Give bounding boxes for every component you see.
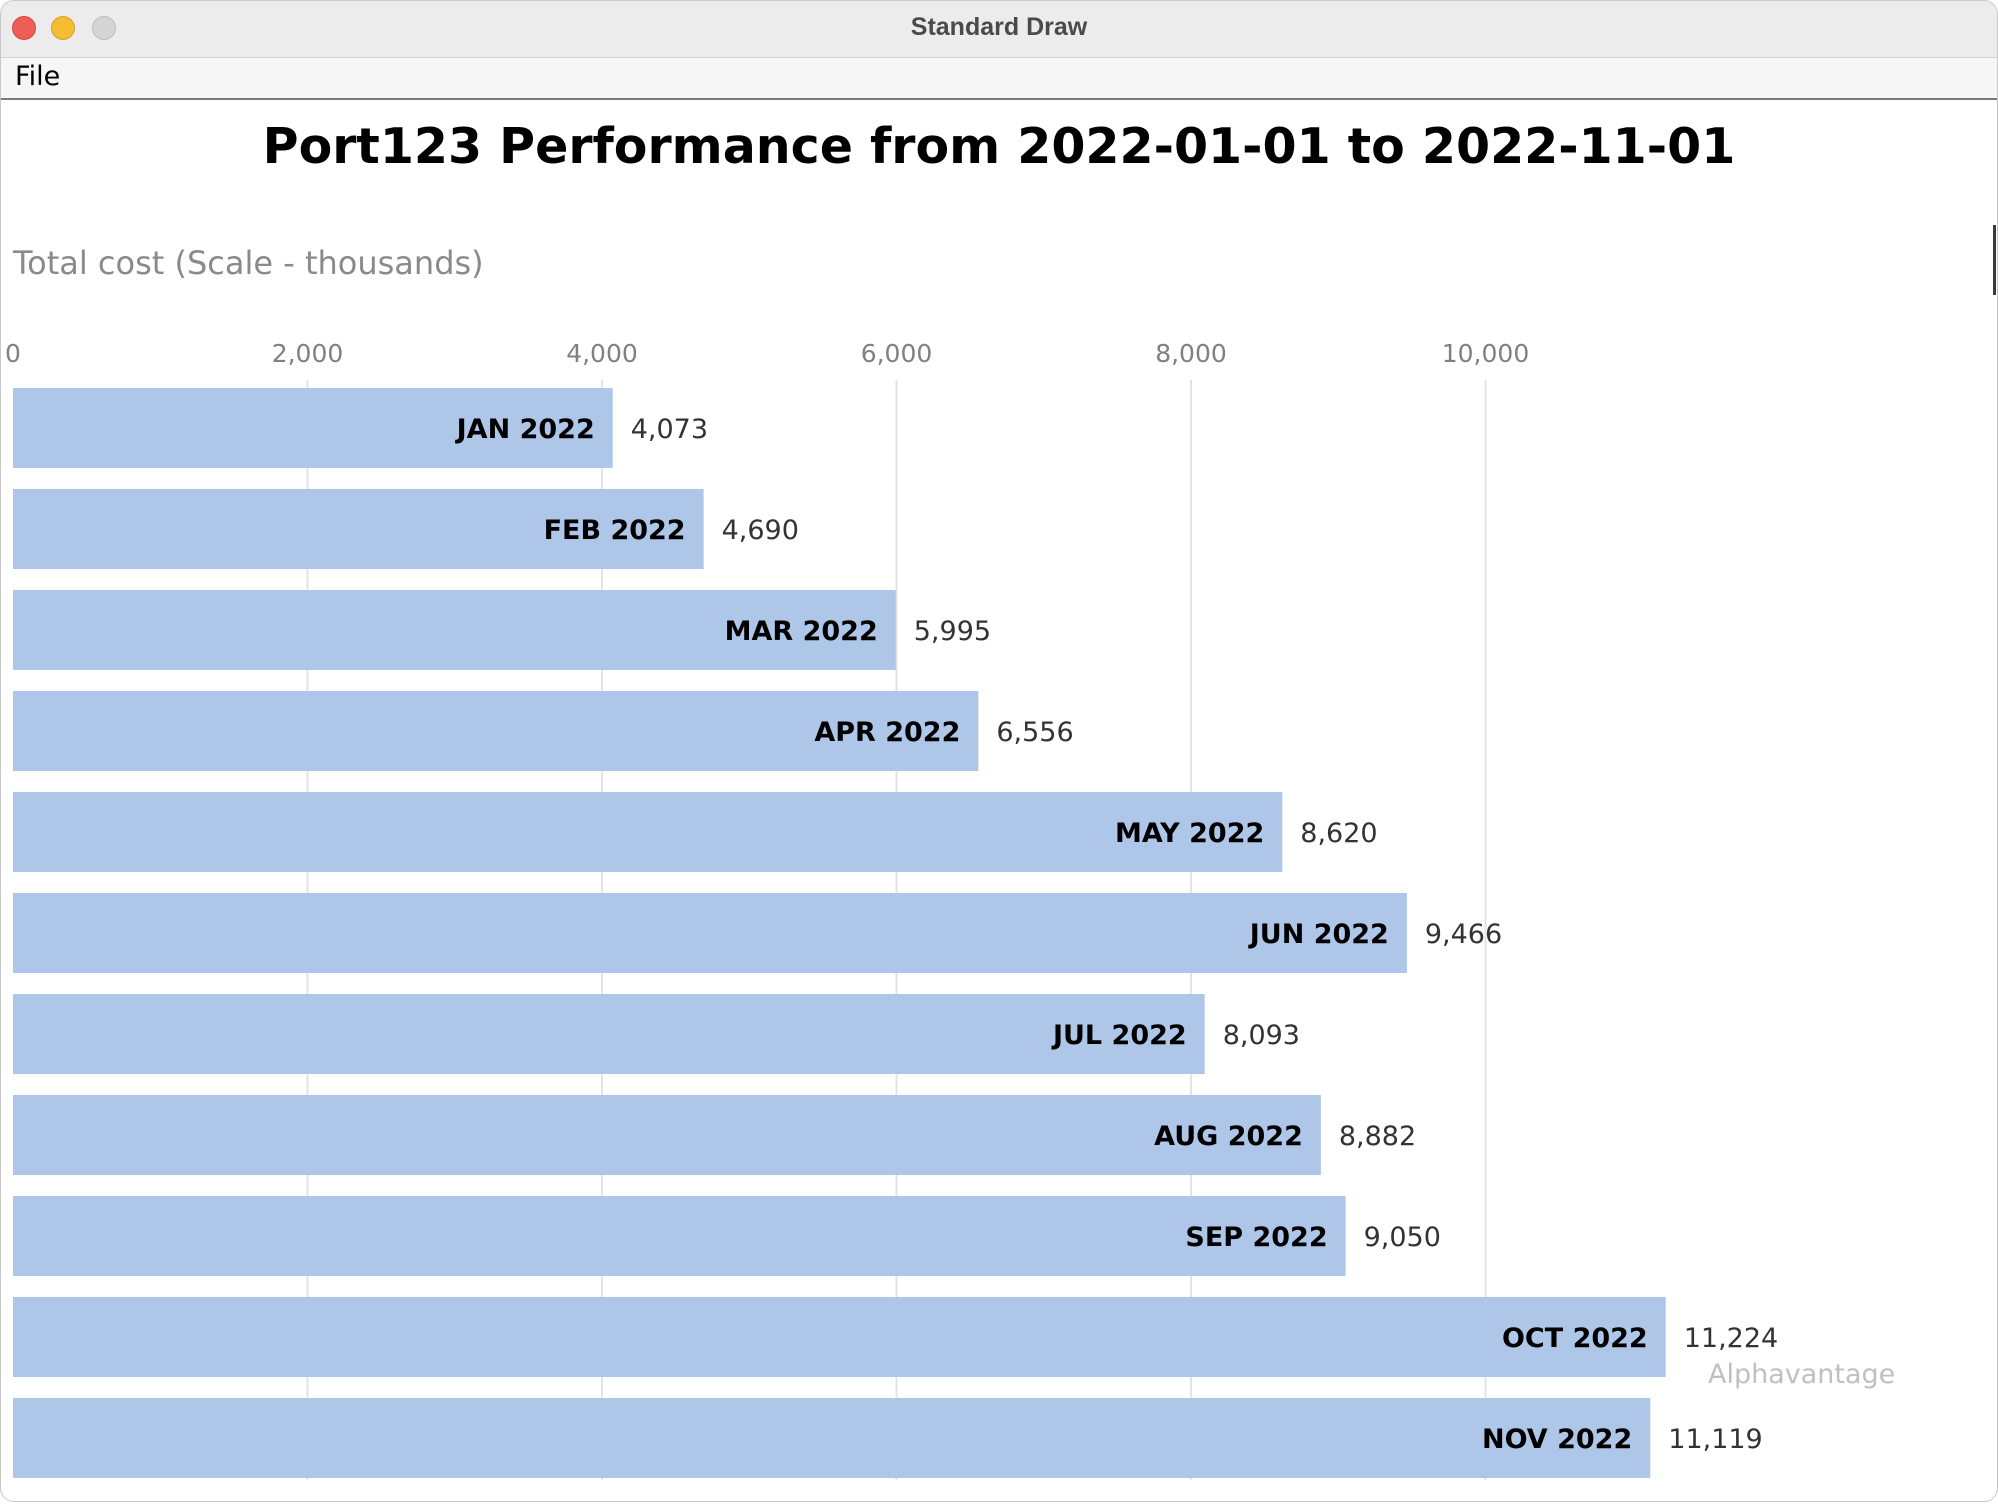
bar — [13, 1297, 1666, 1377]
close-window-button[interactable] — [12, 16, 36, 40]
bar-category-label: MAR 2022 — [725, 616, 878, 647]
x-tick-label: 4,000 — [566, 339, 638, 368]
bar — [13, 590, 896, 670]
file-menu[interactable]: File — [15, 61, 61, 92]
bar-value-label: 11,224 — [1684, 1323, 1778, 1354]
bar-value-label: 8,093 — [1223, 1020, 1300, 1051]
minimize-window-button[interactable] — [51, 16, 75, 40]
x-tick-label: 6,000 — [861, 339, 933, 368]
bar-category-label: FEB 2022 — [544, 515, 686, 546]
x-tick-label: 0 — [5, 339, 21, 368]
bar-category-label: JAN 2022 — [455, 414, 595, 445]
window-title: Standard Draw — [910, 13, 1088, 41]
bar-category-label: JUL 2022 — [1051, 1020, 1187, 1051]
bar — [13, 388, 613, 468]
source-label: Alphavantage — [1708, 1359, 1895, 1390]
x-axis-title: Total cost (Scale - thousands) — [13, 244, 484, 282]
bar — [13, 489, 704, 569]
menu-bar: File — [1, 58, 1997, 100]
bar-value-label: 9,466 — [1425, 919, 1502, 950]
bar — [13, 792, 1283, 872]
bar-category-label: OCT 2022 — [1502, 1323, 1648, 1354]
bar-value-label: 9,050 — [1364, 1222, 1441, 1253]
x-tick-label: 8,000 — [1155, 339, 1227, 368]
bar — [13, 893, 1407, 973]
bar-value-label: 4,073 — [631, 414, 708, 445]
x-tick-label: 2,000 — [272, 339, 344, 368]
bar-value-label: 8,882 — [1339, 1121, 1416, 1152]
bar-value-label: 8,620 — [1300, 818, 1377, 849]
bar-category-label: APR 2022 — [814, 717, 960, 748]
bar — [13, 994, 1205, 1074]
bar-value-label: 5,995 — [914, 616, 991, 647]
bar — [13, 1398, 1651, 1478]
bar-value-label: 11,119 — [1668, 1424, 1762, 1455]
bar-category-label: JUN 2022 — [1248, 919, 1389, 950]
bar — [13, 691, 979, 771]
bar-category-label: SEP 2022 — [1185, 1222, 1327, 1253]
bar-category-label: NOV 2022 — [1482, 1424, 1632, 1455]
chart-title: Port123 Performance from 2022-01-01 to 2… — [262, 118, 1736, 175]
zoom-window-button[interactable] — [92, 16, 116, 40]
bar — [13, 1095, 1321, 1175]
bar-value-label: 4,690 — [722, 515, 799, 546]
bar-category-label: MAY 2022 — [1115, 818, 1264, 849]
window-edge-divider — [1993, 225, 1996, 295]
x-tick-label: 10,000 — [1442, 339, 1529, 368]
title-bar[interactable]: Standard Draw — [1, 1, 1997, 58]
bar-value-label: 6,556 — [996, 717, 1073, 748]
bar — [13, 1196, 1346, 1276]
bar-category-label: AUG 2022 — [1154, 1121, 1303, 1152]
